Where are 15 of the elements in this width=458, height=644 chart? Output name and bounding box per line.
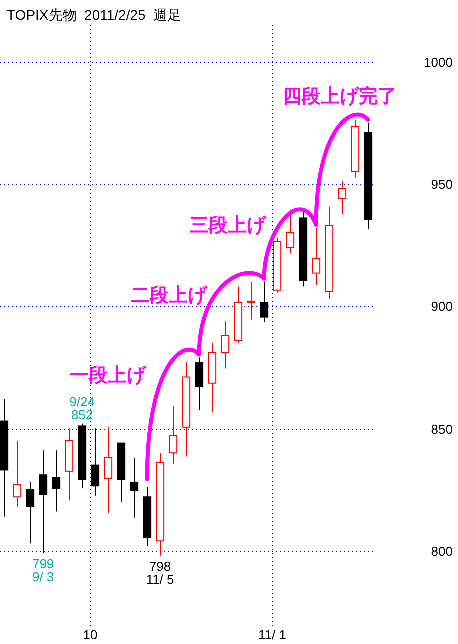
xtick: 11/ 1 [258, 628, 286, 642]
annotation: 一段上げ [70, 366, 146, 386]
annotation: 799 9/ 3 [32, 556, 54, 584]
annotation: 三段上げ [190, 216, 266, 236]
ytick: 800 [431, 544, 453, 559]
ytick: 950 [431, 177, 453, 192]
annotation: 四段上げ完了 [283, 86, 397, 108]
xtick: 10 [83, 628, 98, 642]
ytick: 900 [431, 299, 453, 314]
ytick: 1000 [424, 55, 453, 70]
annotation: 二段上げ [131, 286, 207, 306]
annotation: 9/24 852 [70, 394, 95, 423]
title: TOPIX先物 2011/2/25 週足 [7, 7, 182, 23]
ytick: 850 [431, 422, 453, 437]
annotation: 798 11/ 5 [146, 558, 174, 587]
